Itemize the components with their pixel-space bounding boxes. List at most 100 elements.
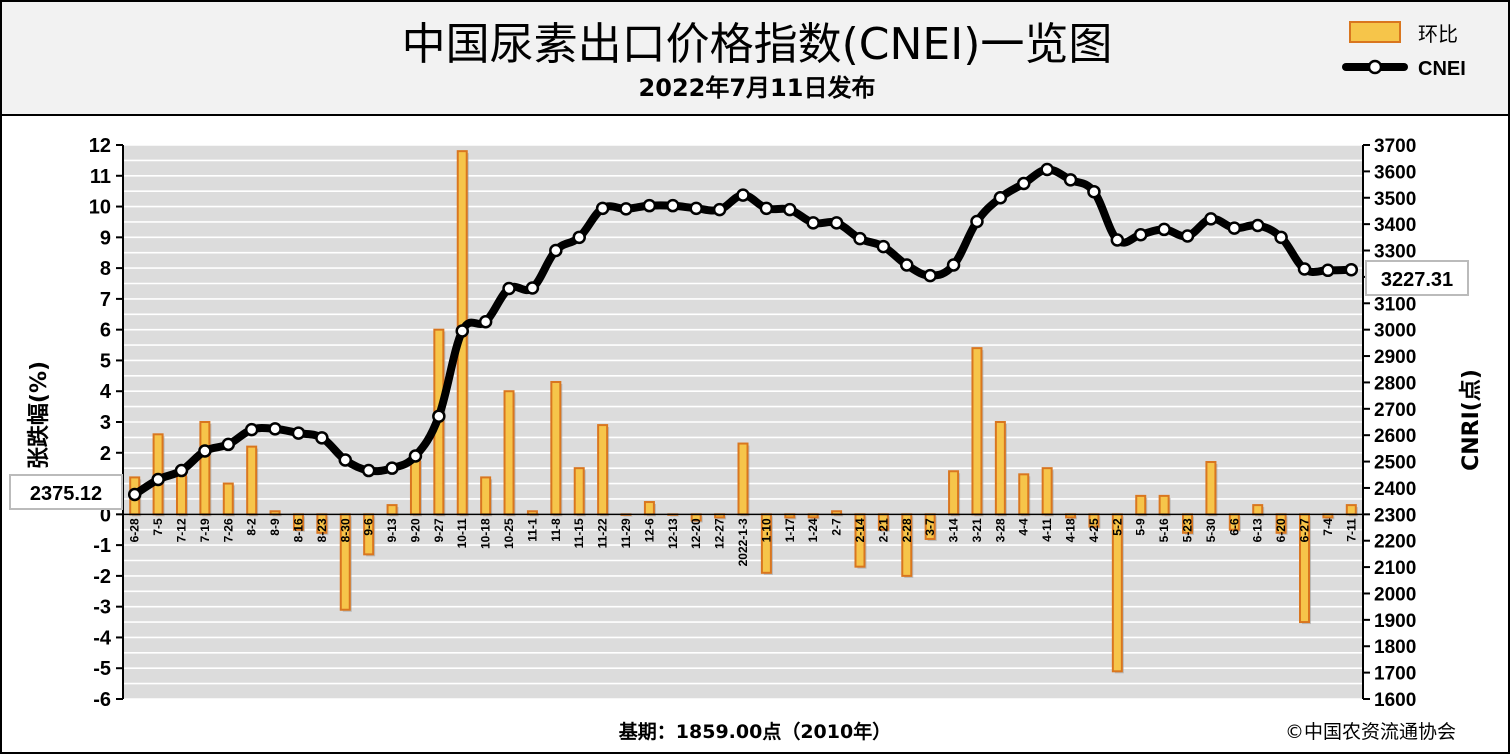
x-tick-label: 4-18 bbox=[1064, 518, 1078, 542]
bar-6-13 bbox=[1252, 504, 1264, 516]
cnei-point-3-7 bbox=[923, 268, 937, 283]
x-tick-label: 9-27 bbox=[432, 518, 446, 542]
right-tick-label: 2400 bbox=[1374, 479, 1416, 500]
cnei-point-6-28 bbox=[127, 487, 142, 502]
left-tick-label: 3 bbox=[100, 412, 111, 434]
left-tick-label: 12 bbox=[89, 135, 111, 157]
cnei-point-2-28 bbox=[900, 258, 914, 272]
right-tick-label: 2500 bbox=[1374, 453, 1416, 474]
cnei-point-1-24 bbox=[806, 216, 820, 230]
right-tick-label: 2300 bbox=[1374, 505, 1416, 526]
left-tick-label: 9 bbox=[100, 227, 111, 249]
cnei-point-6-13 bbox=[1250, 218, 1265, 233]
bar-8-2 bbox=[246, 445, 258, 516]
cnei-point-5-16 bbox=[1157, 222, 1171, 237]
x-tick-label: 10-11 bbox=[455, 518, 469, 548]
bar-2022-1-3 bbox=[737, 442, 749, 516]
bar-4-11 bbox=[1041, 467, 1053, 516]
bar-7-11 bbox=[1345, 504, 1357, 516]
right-tick-label: 1600 bbox=[1374, 690, 1416, 711]
cnei-point-4-18 bbox=[1063, 173, 1078, 187]
right-tick-label: 1900 bbox=[1374, 611, 1416, 632]
x-tick-label: 6-28 bbox=[128, 518, 142, 542]
right-tick-label: 3500 bbox=[1374, 189, 1416, 210]
x-tick-label: 10-25 bbox=[502, 518, 516, 549]
line-series bbox=[127, 162, 1359, 502]
left-axis-title: 张跌幅(%) bbox=[27, 361, 52, 469]
label-layer: 6-28 7-5 7-12 7-19 7-26 8-2 8-9 8-16 8-23 8-30 9-6… bbox=[128, 518, 1359, 566]
x-tick-label: 6-6 bbox=[1227, 518, 1241, 536]
x-tick-label: 11-29 bbox=[619, 518, 633, 548]
legend: 环比 CNEI bbox=[1342, 21, 1466, 80]
left-tick-label: -1 bbox=[93, 535, 111, 557]
right-tick-label: 2800 bbox=[1374, 373, 1416, 394]
x-tick-label: 4-25 bbox=[1087, 518, 1101, 542]
x-tick-label: 11-8 bbox=[549, 518, 563, 542]
cnei-point-7-12 bbox=[174, 463, 189, 478]
left-tick-label: -2 bbox=[93, 566, 111, 588]
left-tick-label: -3 bbox=[93, 597, 111, 619]
x-tick-label: 5-2 bbox=[1110, 518, 1124, 536]
cnei-point-6-27 bbox=[1297, 262, 1312, 276]
x-tick-label: 2022-1-3 bbox=[736, 518, 750, 566]
cnei-point-8-16 bbox=[291, 426, 306, 440]
x-tick-label: 3-7 bbox=[923, 518, 937, 536]
end-value-callout: 3227.31 bbox=[1365, 260, 1469, 296]
x-tick-label: 11-15 bbox=[572, 518, 586, 548]
x-tick-label: 5-30 bbox=[1204, 518, 1218, 542]
start-value-callout: 2375.12 bbox=[9, 474, 123, 510]
right-tick-label: 2100 bbox=[1374, 558, 1416, 579]
bar-3-28 bbox=[994, 421, 1006, 516]
x-tick-label: 2-7 bbox=[830, 518, 844, 536]
bar-7-26 bbox=[222, 482, 234, 516]
cnei-point-12-20 bbox=[689, 201, 703, 216]
bar-shadow bbox=[670, 516, 680, 517]
bar-10-25 bbox=[503, 390, 515, 516]
x-tick-label: 4-11 bbox=[1040, 518, 1054, 542]
x-tick-label: 2-21 bbox=[876, 518, 890, 542]
cnei-point-12-13 bbox=[666, 198, 680, 213]
cnei-point-8-2 bbox=[244, 422, 259, 437]
left-tick-label: 7 bbox=[100, 289, 111, 311]
cnei-point-11-1 bbox=[525, 281, 540, 295]
end-value-label: 3227.31 bbox=[1381, 269, 1453, 291]
bar-7-19 bbox=[199, 421, 211, 516]
bar-7-12 bbox=[175, 473, 187, 516]
x-tick-label: 7-26 bbox=[221, 518, 235, 542]
right-tick-label: 3700 bbox=[1374, 136, 1416, 157]
legend-bar-swatch bbox=[1349, 21, 1401, 43]
cnei-point-7-4 bbox=[1321, 263, 1335, 278]
left-tick-label: 11 bbox=[90, 166, 111, 188]
right-tick-label: 3100 bbox=[1374, 294, 1416, 315]
cnei-point-1-10 bbox=[759, 201, 774, 216]
cnei-point-9-20 bbox=[408, 449, 423, 463]
cnei-point-11-29 bbox=[619, 202, 633, 216]
x-tick-label: 5-23 bbox=[1181, 518, 1195, 542]
right-tick-label: 3000 bbox=[1374, 321, 1416, 342]
cnei-point-5-9 bbox=[1133, 227, 1148, 242]
x-tick-label: 11-1 bbox=[525, 518, 539, 542]
cnei-point-10-11 bbox=[455, 324, 469, 338]
right-tick-label: 3400 bbox=[1374, 215, 1416, 236]
x-tick-label: 12-13 bbox=[666, 518, 680, 549]
right-tick-label: 3300 bbox=[1374, 242, 1416, 263]
x-tick-label: 8-30 bbox=[338, 518, 352, 542]
cnei-point-4-25 bbox=[1087, 184, 1101, 199]
cnei-point-8-23 bbox=[315, 431, 329, 445]
bar-5-16 bbox=[1158, 494, 1170, 516]
legend-line-marker bbox=[1367, 59, 1383, 75]
bar-5-30 bbox=[1205, 461, 1217, 516]
x-tick-label: 12-27 bbox=[713, 518, 727, 549]
bar-9-20 bbox=[409, 457, 421, 516]
right-axis-title: CNRI(点) bbox=[1458, 369, 1484, 471]
cnei-point-5-30 bbox=[1204, 212, 1218, 226]
footer-base-period: 基期：1859.00点（2010年） bbox=[618, 720, 891, 743]
x-tick-label: 7-12 bbox=[174, 518, 188, 542]
bar-5-2 bbox=[1111, 513, 1123, 673]
x-tick-label: 5-16 bbox=[1157, 518, 1171, 542]
x-tick-label: 7-4 bbox=[1321, 518, 1335, 536]
x-tick-label: 8-23 bbox=[315, 518, 329, 542]
cnei-point-4-4 bbox=[1017, 176, 1031, 191]
legend-bar-label: 环比 bbox=[1418, 22, 1458, 46]
x-tick-label: 3-21 bbox=[970, 518, 984, 542]
